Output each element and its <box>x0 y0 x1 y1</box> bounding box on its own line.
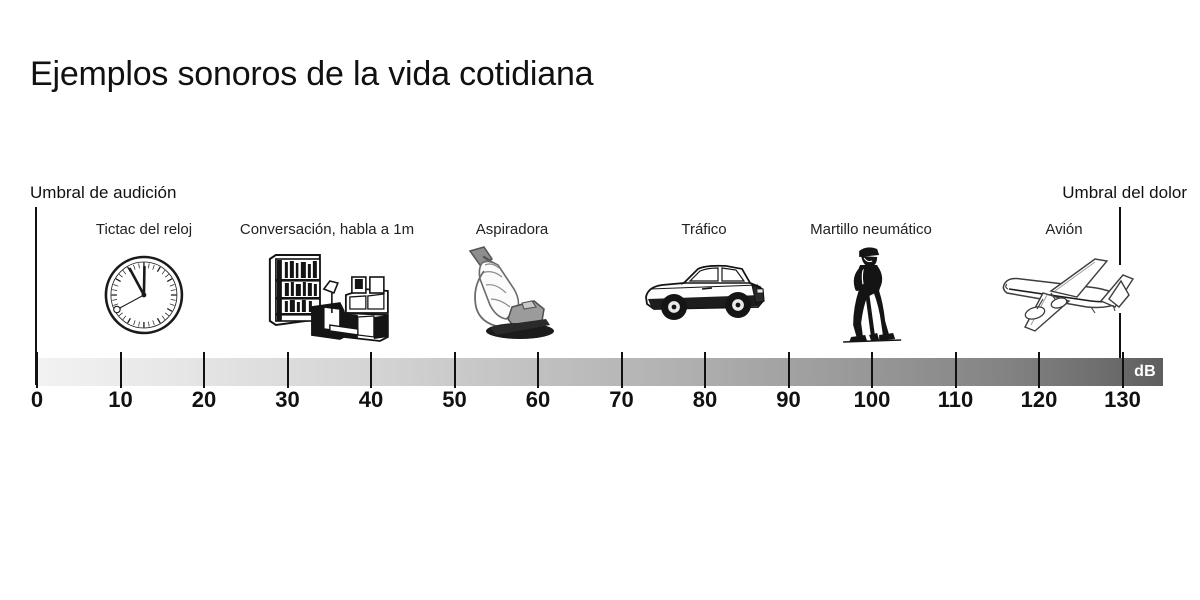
threshold-pain-marker-line-upper <box>1119 207 1121 265</box>
axis-tick-label: 80 <box>692 387 718 412</box>
axis-tick-label: 40 <box>358 387 384 412</box>
axis-tick <box>1038 352 1040 388</box>
axis-tick-label: 60 <box>525 387 551 412</box>
vacuum-cleaner-icon <box>468 246 554 339</box>
sound-source-label: Martillo neumático <box>810 221 932 238</box>
axis-tick <box>537 352 539 388</box>
axis-tick <box>286 352 289 388</box>
sound-source-clock: Tictac del reloj <box>96 222 192 345</box>
axis-tick <box>36 352 38 388</box>
axis-tick-label: 0 <box>30 387 44 412</box>
axis-tick <box>704 352 706 388</box>
axis-tick-label: 30 <box>275 387 300 412</box>
axis-tick <box>954 352 957 388</box>
axis-tick <box>871 352 873 388</box>
living-room-conversation-icon <box>268 254 389 342</box>
axis-tick-label: 70 <box>609 387 634 412</box>
threshold-pain-label: Umbral del dolor <box>1062 183 1187 202</box>
sound-source-jackhammer: Martillo neumático <box>810 222 932 345</box>
sound-source-conversation: Conversación, habla a 1m <box>240 222 414 343</box>
sound-source-label: Tictac del reloj <box>95 221 193 238</box>
axis-tick <box>203 352 205 388</box>
sound-source-vacuum: Aspiradora <box>466 222 558 345</box>
threshold-hearing-marker-line <box>35 207 37 385</box>
analog-clock-icon <box>104 255 184 335</box>
threshold-pain-marker-line-lower <box>1119 313 1121 385</box>
sound-source-label: Avión <box>1045 221 1083 238</box>
car-traffic-icon <box>645 264 765 320</box>
sound-source-label: Tráfico <box>681 221 727 238</box>
axis-tick <box>119 352 122 388</box>
axis-tick <box>787 352 790 388</box>
axis-tick-label: 20 <box>191 387 217 412</box>
axis-tick-label: 50 <box>442 387 467 412</box>
jackhammer-worker-icon <box>842 247 902 343</box>
sound-source-traffic: Tráfico <box>640 222 768 329</box>
axis-tick <box>620 352 623 388</box>
axis-tick-label: 90 <box>776 387 801 412</box>
page-title: Ejemplos sonoros de la vida cotidiana <box>30 55 594 93</box>
airplane-icon <box>1002 258 1135 332</box>
axis-tick <box>1121 352 1124 388</box>
decibel-gradient-bar: dB <box>38 358 1163 386</box>
sound-source-airplane: Avión <box>991 222 1137 341</box>
db-unit-label: dB <box>1134 363 1156 380</box>
axis-tick-label: 100 <box>853 387 891 412</box>
axis-tick <box>453 352 456 388</box>
axis-tick-label: 10 <box>108 387 133 412</box>
axis-tick <box>370 352 372 388</box>
axis-tick-label: 130 <box>1104 387 1141 412</box>
threshold-hearing-label: Umbral de audición <box>30 183 177 202</box>
axis-tick-label: 120 <box>1020 387 1058 412</box>
sound-source-label: Aspiradora <box>475 221 549 238</box>
axis-tick-label: 110 <box>937 387 974 412</box>
sound-source-label: Conversación, habla a 1m <box>239 221 415 238</box>
